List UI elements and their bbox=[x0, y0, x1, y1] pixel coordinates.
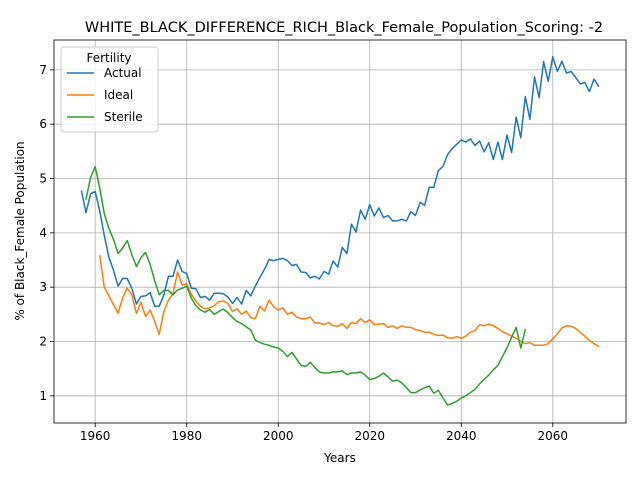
x-axis: 1960 1980 2000 2020 2040 2060 bbox=[80, 423, 568, 443]
legend-label: Ideal bbox=[104, 88, 133, 102]
chart-title: WHITE_BLACK_DIFFERENCE_RICH_Black_Female… bbox=[85, 20, 603, 36]
x-tick-label: 1960 bbox=[80, 429, 111, 443]
y-tick-label: 4 bbox=[39, 226, 47, 240]
legend-label: Actual bbox=[104, 66, 142, 80]
x-axis-label: Years bbox=[323, 451, 356, 465]
legend-box bbox=[60, 46, 159, 133]
plot-series bbox=[80, 56, 600, 406]
y-axis-label: % of Black_Female Population bbox=[13, 141, 27, 320]
series-line-ideal bbox=[99, 254, 600, 348]
x-tick-label: 2040 bbox=[446, 429, 477, 443]
legend-label: Sterile bbox=[104, 110, 143, 124]
y-tick-label: 3 bbox=[39, 280, 47, 294]
y-tick-label: 2 bbox=[39, 335, 47, 349]
plot-frame bbox=[53, 39, 627, 424]
y-tick-label: 5 bbox=[39, 172, 47, 186]
y-tick-label: 1 bbox=[39, 389, 47, 403]
x-tick-label: 2020 bbox=[354, 429, 385, 443]
legend: Fertility Actual Ideal Sterile bbox=[60, 46, 159, 133]
x-tick-label: 2000 bbox=[263, 429, 294, 443]
x-tick-label: 2060 bbox=[538, 429, 569, 443]
legend-title: Fertility bbox=[86, 51, 131, 65]
x-tick-label: 1980 bbox=[171, 429, 202, 443]
series-line-actual bbox=[80, 56, 600, 307]
y-tick-label: 7 bbox=[39, 63, 47, 77]
y-axis: 1 2 3 4 5 6 7 bbox=[39, 63, 54, 403]
series-line-sterile bbox=[85, 165, 527, 406]
y-tick-label: 6 bbox=[39, 117, 47, 131]
